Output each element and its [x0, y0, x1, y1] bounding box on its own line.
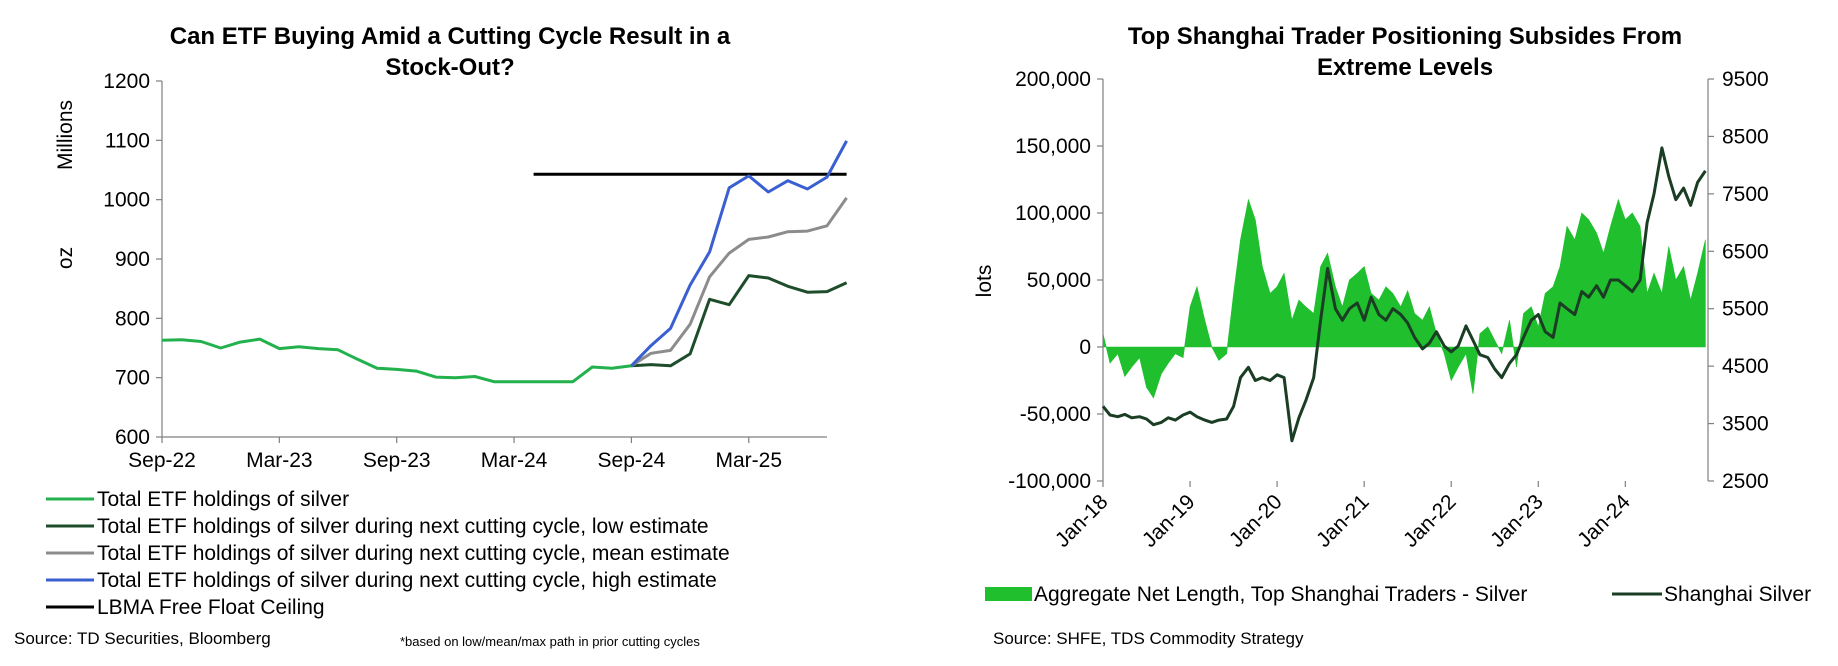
etf-series-line-high [630, 140, 848, 367]
shanghai-chart-legend: Aggregate Net Length, Top Shanghai Trade… [985, 583, 1811, 606]
etf-chart-y-ticks: 600 700 800 900 1000 1100 1200 [103, 70, 162, 449]
shanghai-left-y-tick-label: -100,000 [1008, 470, 1091, 493]
shanghai-x-tick-label: Jan-22 [1399, 490, 1461, 552]
shanghai-x-tick-label: Jan-20 [1225, 490, 1287, 552]
etf-chart-x-tick-label: Mar-23 [246, 449, 313, 472]
shanghai-x-tick-label: Jan-24 [1573, 490, 1635, 552]
shanghai-legend-label-net-length: Aggregate Net Length, Top Shanghai Trade… [1034, 583, 1527, 606]
etf-legend-label-mean: Total ETF holdings of silver during next… [97, 542, 730, 565]
etf-chart-units-label: Millions [54, 100, 77, 170]
etf-chart-y-tick-label: 1100 [105, 129, 150, 152]
shanghai-right-y-tick-label: 2500 [1722, 470, 1769, 493]
shanghai-x-tick-label: Jan-23 [1486, 490, 1548, 552]
shanghai-legend-label-silver: Shanghai Silver [1664, 583, 1811, 606]
shanghai-chart-net-length-area [1102, 198, 1706, 399]
shanghai-right-y-tick-label: 4500 [1722, 355, 1769, 378]
shanghai-chart-left-y-ticks: -100,000 -50,000 0 50,000 100,000 150,000 200,… [1008, 68, 1103, 493]
shanghai-left-y-tick-label: -50,000 [1020, 403, 1091, 426]
shanghai-right-y-tick-label: 8500 [1722, 125, 1769, 148]
shanghai-left-y-tick-label: 0 [1079, 336, 1091, 359]
etf-chart-series [161, 140, 848, 384]
etf-chart-legend: Total ETF holdings of silver Total ETF ho… [46, 488, 730, 619]
etf-chart-x-tick-label: Mar-24 [481, 449, 548, 472]
shanghai-chart-right-y-ticks: 2500 3500 4500 5500 6500 7500 8500 9500 [1708, 68, 1769, 493]
etf-chart-footnote: *based on low/mean/max path in prior cut… [400, 634, 700, 649]
shanghai-right-y-tick-label: 7500 [1722, 183, 1769, 206]
shanghai-left-y-tick-label: 100,000 [1015, 202, 1091, 225]
etf-series-line-mean [630, 197, 848, 368]
etf-chart-x-tick-label: Mar-25 [715, 449, 782, 472]
etf-legend-label-total: Total ETF holdings of silver [97, 488, 349, 511]
etf-legend-label-high: Total ETF holdings of silver during next… [97, 569, 717, 592]
etf-chart-x-tick-label: Sep-22 [128, 449, 196, 472]
etf-chart-y-tick-label: 900 [115, 248, 150, 271]
shanghai-chart-title-line-2: Extreme Levels [1317, 54, 1493, 81]
shanghai-chart-source: Source: SHFE, TDS Commodity Strategy [993, 629, 1304, 648]
etf-chart-y-tick-label: 1200 [103, 70, 150, 93]
shanghai-chart-title-line-1: Top Shanghai Trader Positioning Subsides… [1128, 23, 1682, 50]
etf-chart-x-tick-label: Sep-23 [363, 449, 431, 472]
etf-chart-y-tick-label: 1000 [103, 189, 150, 212]
etf-series-line-total [161, 337, 632, 384]
shanghai-x-tick-label: Jan-18 [1051, 490, 1113, 552]
etf-chart-y-tick-label: 600 [115, 426, 150, 449]
etf-chart-y-tick-label: 800 [115, 307, 150, 330]
etf-series-line-low [631, 274, 848, 368]
etf-chart-title-line-1: Can ETF Buying Amid a Cutting Cycle Resu… [170, 23, 731, 50]
shanghai-chart-silver-line [1101, 146, 1707, 443]
shanghai-right-y-tick-label: 9500 [1722, 68, 1769, 91]
shanghai-chart-x-ticks: Jan-18 Jan-19 Jan-20 Jan-21 Jan-22 Jan-23 Jan-… [1051, 481, 1635, 552]
etf-chart-y-axis-label: oz [54, 247, 77, 269]
shanghai-x-tick-label: Jan-21 [1312, 490, 1374, 552]
shanghai-left-y-tick-label: 200,000 [1015, 68, 1091, 91]
shanghai-silver-line [1101, 146, 1707, 443]
etf-legend-label-ceiling: LBMA Free Float Ceiling [97, 596, 325, 619]
shanghai-chart-y-axis-label: lots [973, 265, 996, 298]
shanghai-right-y-tick-label: 3500 [1722, 413, 1769, 436]
shanghai-left-y-tick-label: 50,000 [1027, 269, 1091, 292]
etf-chart: Can ETF Buying Amid a Cutting Cycle Resu… [14, 23, 848, 649]
shanghai-right-y-tick-label: 6500 [1722, 240, 1769, 263]
etf-chart-y-tick-label: 700 [115, 367, 150, 390]
etf-chart-source: Source: TD Securities, Bloomberg [14, 629, 271, 648]
etf-legend-label-low: Total ETF holdings of silver during next… [97, 515, 709, 538]
shanghai-x-tick-label: Jan-19 [1138, 490, 1200, 552]
etf-chart-x-tick-label: Sep-24 [598, 449, 666, 472]
etf-chart-title-line-2: Stock-Out? [385, 54, 514, 81]
net-length-area [1102, 198, 1706, 399]
shanghai-legend-swatch-net-length [985, 587, 1032, 601]
shanghai-right-y-tick-label: 5500 [1722, 298, 1769, 321]
shanghai-left-y-tick-label: 150,000 [1015, 135, 1091, 158]
shanghai-chart: Top Shanghai Trader Positioning Subsides… [973, 23, 1811, 648]
etf-chart-x-ticks: Sep-22 Mar-23 Sep-23 Mar-24 Sep-24 Mar-25 [128, 437, 782, 472]
